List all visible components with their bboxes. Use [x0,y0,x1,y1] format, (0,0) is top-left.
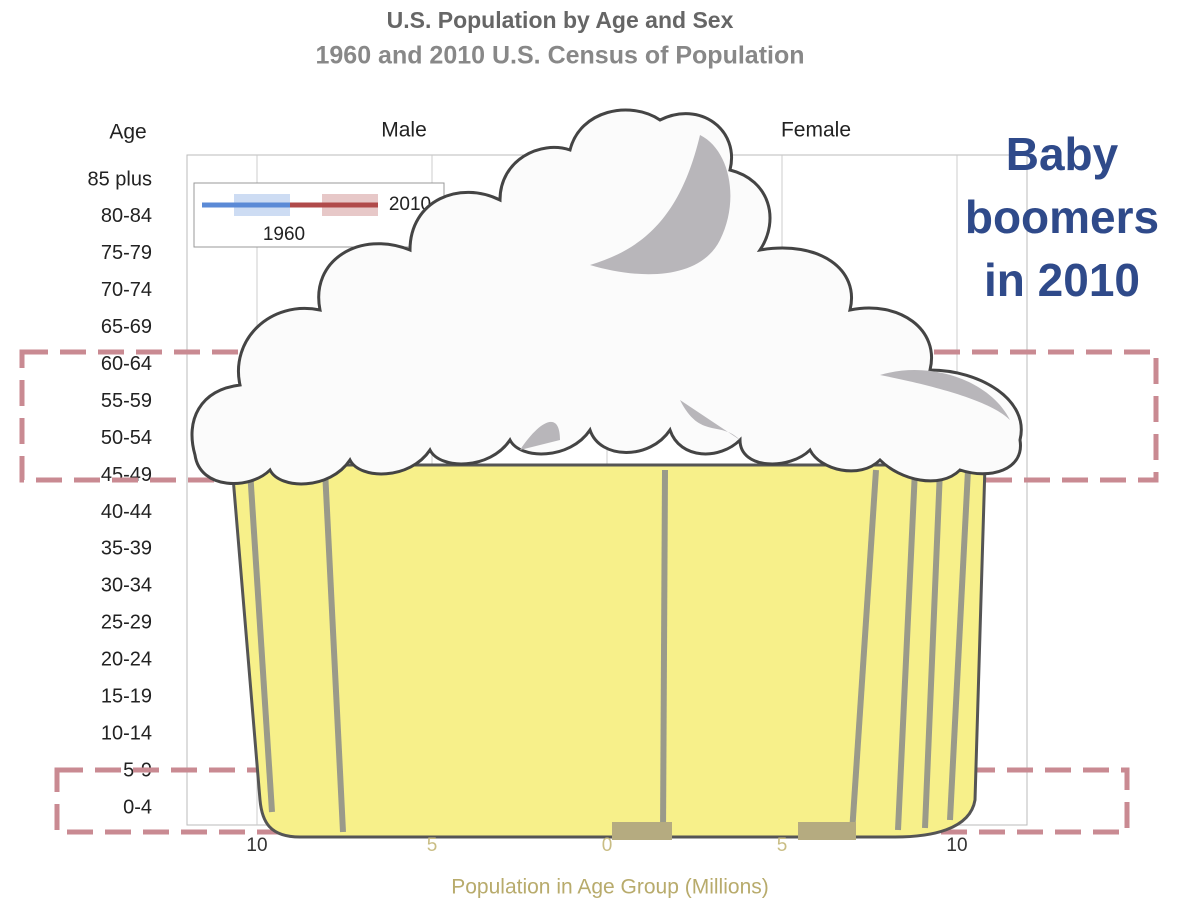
frosting-shade [590,135,731,275]
chart-subtitle: 1960 and 2010 U.S. Census of Population [315,42,804,70]
legend-label: 1960 [263,224,305,245]
age-label: 75-79 [101,242,152,264]
age-label: 35-39 [101,538,152,560]
annotation-line: boomers [965,191,1159,243]
chart-title: U.S. Population by Age and Sex [387,7,734,33]
age-label: 45-49 [101,464,152,486]
frosting-shade [880,370,1010,420]
age-label: 80-84 [101,205,152,227]
age-labels: 85 plus 80-84 75-79 70-74 65-69 60-64 55-59 50-… [88,168,153,818]
y-axis-label: Age [109,121,146,144]
age-label: 15-19 [101,685,152,707]
cupcake [190,108,1023,840]
x-tick-label: 5 [427,835,438,856]
age-label: 65-69 [101,316,152,338]
patch [798,822,856,840]
legend-label: 2010 [389,194,431,215]
x-tick-label: 10 [246,835,267,856]
wrapper-ridges [247,469,971,836]
age-label: 85 plus [88,168,153,190]
legend: 1960 2010 [202,194,431,245]
annotation: Baby boomers in 2010 [965,128,1159,306]
age-label: 50-54 [101,427,152,449]
age-label: 40-44 [101,501,152,523]
cupcake-wrapper [230,463,987,839]
age-label: 70-74 [101,279,152,301]
age-label: 10-14 [101,722,152,744]
frosting [190,108,1023,486]
age-label: 25-29 [101,612,152,634]
annotation-line: in 2010 [984,254,1140,306]
x-axis-label: Population in Age Group (Millions) [451,876,769,899]
x-tick-label: 0 [602,835,613,856]
x-tick-label: 10 [946,835,967,856]
age-label: 0-4 [123,796,152,818]
annotation-line: Baby [1006,128,1119,180]
x-tick-label: 5 [777,835,788,856]
age-label: 30-34 [101,575,152,597]
female-header: Female [781,119,851,142]
x-tick-labels: 10 5 0 5 10 [246,835,967,856]
age-label: 55-59 [101,390,152,412]
age-label: 20-24 [101,649,152,671]
age-label: 60-64 [101,353,152,375]
legend-box [193,182,445,248]
patch [612,822,672,840]
male-header: Male [381,119,427,142]
